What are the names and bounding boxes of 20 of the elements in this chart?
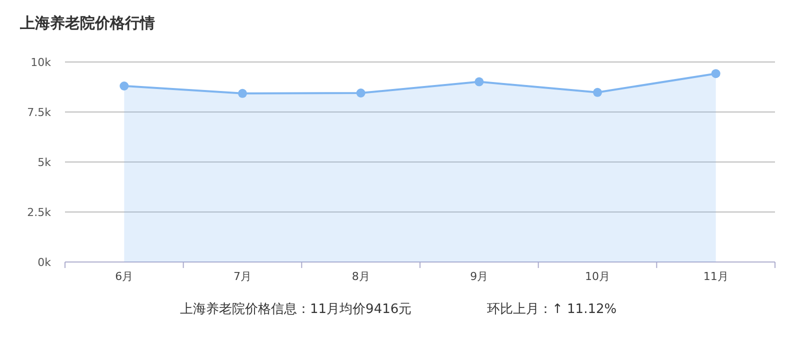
point xyxy=(711,69,720,78)
x-tick-label: 9月 xyxy=(470,270,488,283)
point xyxy=(120,82,129,90)
point xyxy=(356,88,366,98)
y-tick-label: 10k xyxy=(30,56,52,69)
y-tick-label: 2.5k xyxy=(27,206,52,219)
x-tick-label: 7月 xyxy=(234,270,252,283)
y-tick-label: 0k xyxy=(38,256,52,269)
x-tick-label: 6月 xyxy=(115,270,134,283)
x-tick-label: 11月 xyxy=(703,270,728,283)
y-tick-label: 5k xyxy=(38,156,52,169)
chart-title: 上海养老院价格行情 xyxy=(19,14,155,32)
point xyxy=(238,88,247,98)
text: 环比上月：↑ 11.12% xyxy=(487,302,617,317)
text: 上海养老院价格信息：11月均价9416元 xyxy=(180,301,412,317)
x-tick-label: 8月 xyxy=(352,270,370,283)
x-tick-label: 10月 xyxy=(585,270,610,283)
y-tick-label: 7.5k xyxy=(27,106,52,119)
point xyxy=(474,77,484,86)
point xyxy=(593,88,602,97)
